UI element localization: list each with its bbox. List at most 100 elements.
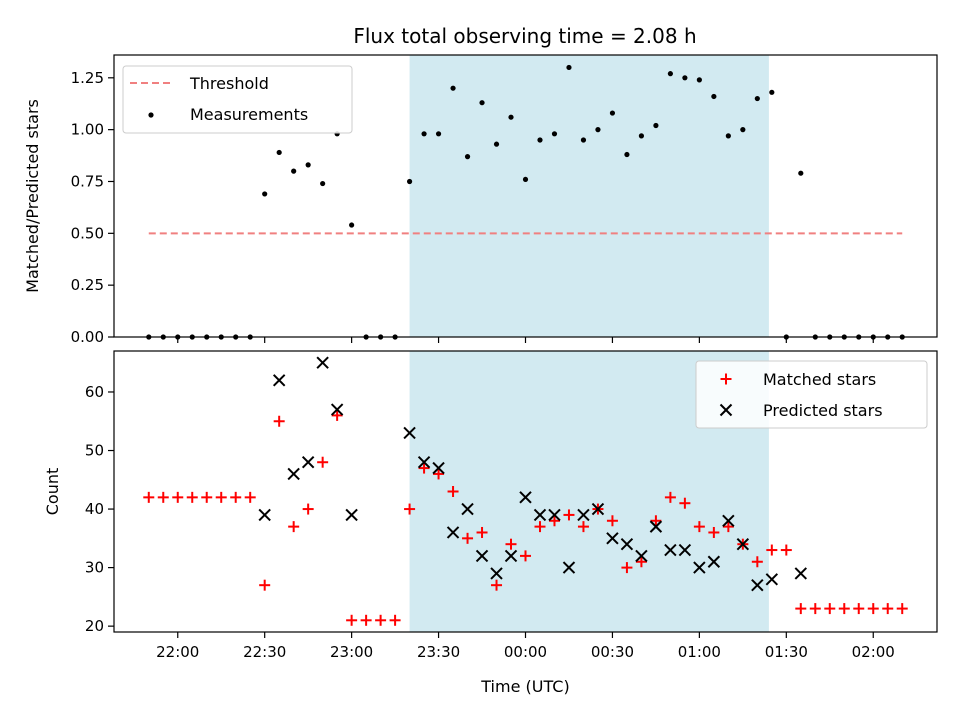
y-tick-label: 40 bbox=[85, 500, 104, 518]
y-tick-label: 0.25 bbox=[71, 276, 104, 294]
matched-point bbox=[606, 515, 618, 527]
measurement-point bbox=[638, 133, 645, 139]
measurement-point bbox=[450, 85, 456, 91]
predicted-point bbox=[287, 467, 300, 481]
predicted-point bbox=[693, 561, 706, 574]
matched-point bbox=[375, 614, 387, 626]
matched-point bbox=[882, 603, 894, 615]
matched-point bbox=[462, 532, 474, 544]
measurement-point bbox=[522, 176, 529, 183]
predicted-point bbox=[519, 491, 532, 504]
count-panel: 20 30 40 50 60 22:00 22:30 23:00 23:30 00:00 00:3… bbox=[43, 350, 938, 696]
x-tick-label: 22:30 bbox=[243, 643, 286, 661]
count-legend: Matched stars Predicted stars bbox=[695, 360, 928, 429]
matched-point bbox=[795, 603, 807, 615]
matched-point bbox=[447, 486, 459, 497]
matched-point bbox=[708, 526, 720, 538]
measurement-point bbox=[276, 149, 282, 156]
matched-point bbox=[780, 544, 792, 556]
matched-point bbox=[548, 515, 560, 527]
y-tick-label: 0.00 bbox=[71, 328, 104, 346]
matched-point bbox=[346, 614, 358, 626]
predicted-point bbox=[649, 520, 663, 533]
matched-point bbox=[766, 544, 778, 556]
matched-point bbox=[157, 491, 169, 503]
matched-point bbox=[418, 462, 430, 474]
predicted-point bbox=[635, 549, 648, 563]
matched-point bbox=[563, 509, 575, 521]
predicted-point bbox=[345, 508, 358, 522]
measurement-point bbox=[595, 127, 601, 133]
predicted-point bbox=[533, 508, 547, 522]
matched-point bbox=[679, 497, 691, 509]
matched-point bbox=[896, 603, 908, 615]
x-tick-label: 22:00 bbox=[156, 643, 199, 661]
matched-point bbox=[288, 521, 300, 533]
matched-point bbox=[534, 521, 546, 533]
matched-point bbox=[853, 603, 865, 615]
matched-point bbox=[838, 603, 850, 615]
measurement-point bbox=[754, 95, 760, 102]
matched-point bbox=[520, 550, 531, 562]
predicted-point bbox=[751, 578, 764, 592]
predicted-point bbox=[722, 514, 735, 527]
matched-point bbox=[824, 603, 836, 615]
x-tick-label: 23:00 bbox=[330, 643, 373, 661]
matched-point bbox=[404, 503, 416, 515]
predicted-point bbox=[548, 508, 561, 522]
matched-point bbox=[360, 614, 372, 626]
measurement-point bbox=[291, 168, 297, 174]
matched-point bbox=[273, 415, 285, 427]
measurement-point bbox=[421, 131, 427, 137]
measurement-point bbox=[667, 71, 673, 77]
matched-point bbox=[230, 491, 242, 503]
measurement-point bbox=[262, 191, 268, 197]
measurement-point bbox=[624, 151, 630, 158]
predicted-point bbox=[446, 526, 460, 539]
predicted-point bbox=[794, 567, 808, 580]
predicted-point bbox=[606, 532, 619, 545]
legend-predicted-label: Predicted stars bbox=[763, 401, 883, 420]
predicted-point bbox=[577, 508, 590, 522]
x-tick-label: 00:00 bbox=[504, 643, 547, 661]
matched-point bbox=[317, 456, 329, 468]
legend-predicted-swatch bbox=[719, 403, 733, 417]
y-tick-label: 30 bbox=[85, 559, 104, 577]
legend-matched-label: Matched stars bbox=[763, 370, 876, 389]
measurement-point bbox=[711, 93, 717, 100]
y-tick-label: 20 bbox=[85, 617, 104, 635]
x-tick-label: 00:30 bbox=[591, 643, 634, 661]
ratio-y-axis-label: Matched/Predicted stars bbox=[23, 99, 42, 293]
measurement-point bbox=[740, 127, 746, 133]
matched-point bbox=[143, 491, 155, 503]
count-legend-box bbox=[695, 360, 928, 429]
legend-matched-swatch bbox=[720, 373, 732, 385]
x-axis-label: Time (UTC) bbox=[480, 677, 569, 696]
count-y-axis-label: Count bbox=[43, 468, 62, 516]
matched-point bbox=[476, 526, 488, 538]
predicted-point bbox=[272, 374, 286, 387]
matched-point bbox=[809, 603, 821, 615]
measurement-point bbox=[406, 178, 413, 185]
matched-point bbox=[244, 491, 256, 503]
predicted-point bbox=[591, 502, 605, 516]
predicted-point bbox=[316, 356, 329, 369]
matched-point bbox=[491, 579, 503, 591]
measurement-point bbox=[566, 64, 572, 71]
matched-point bbox=[621, 562, 633, 574]
measurement-point bbox=[537, 137, 543, 143]
matched-point bbox=[433, 468, 445, 480]
matched-point bbox=[693, 521, 705, 533]
measurement-point bbox=[551, 131, 558, 137]
predicted-point bbox=[707, 555, 721, 568]
predicted-point bbox=[330, 403, 344, 416]
legend-predicted-marker bbox=[719, 403, 733, 417]
matched-point bbox=[505, 538, 517, 550]
matched-point bbox=[577, 521, 589, 533]
measurement-point bbox=[609, 110, 616, 116]
matched-point bbox=[389, 614, 401, 626]
predicted-point bbox=[664, 543, 677, 557]
predicted-point bbox=[765, 573, 779, 586]
predicted-point bbox=[417, 456, 431, 469]
predicted-point bbox=[461, 502, 474, 516]
